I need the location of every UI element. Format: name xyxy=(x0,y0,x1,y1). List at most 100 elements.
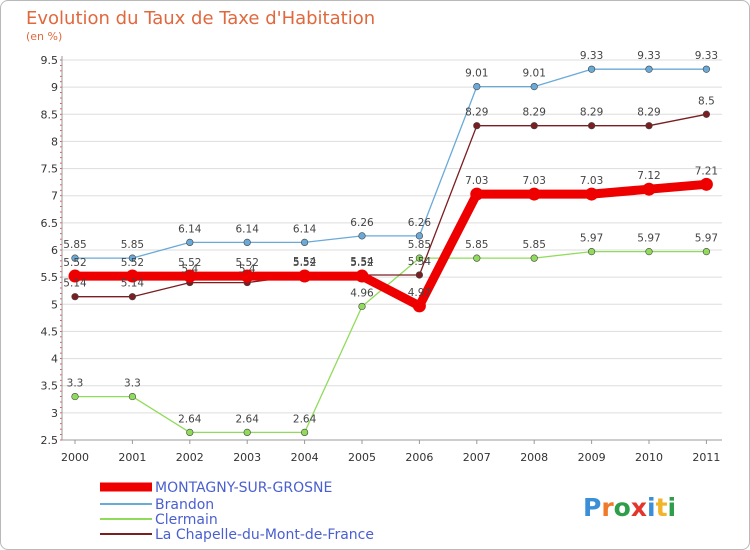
y-tick-label: 7 xyxy=(51,190,58,203)
chart-title: Evolution du Taux de Taxe d'Habitation xyxy=(26,8,375,29)
data-label: 5.54 xyxy=(293,256,317,268)
data-label: 5.97 xyxy=(580,233,603,245)
data-point xyxy=(415,254,424,262)
x-tick-label: 2010 xyxy=(635,451,663,464)
x-tick-label: 2000 xyxy=(61,451,89,464)
data-label: 8.5 xyxy=(698,95,715,107)
series-points xyxy=(68,65,713,437)
data-point xyxy=(243,238,251,246)
data-label: 5.14 xyxy=(63,278,87,290)
data-label: 5.85 xyxy=(121,239,144,251)
x-tick-label: 2001 xyxy=(118,451,146,464)
data-label: 7.21 xyxy=(695,165,718,177)
data-label: 2.64 xyxy=(236,413,260,425)
data-label: 4.96 xyxy=(350,287,374,299)
data-label: 5.52 xyxy=(178,257,201,269)
legend-label: MONTAGNY-SUR-GROSNE xyxy=(155,480,332,496)
data-label: 3.3 xyxy=(67,378,84,390)
logo-text: Proxiti xyxy=(583,493,676,522)
data-label: 4.97 xyxy=(408,287,431,299)
data-label: 5.52 xyxy=(63,257,86,269)
data-point xyxy=(530,254,538,262)
data-point xyxy=(645,248,653,256)
grid-lines xyxy=(62,59,722,414)
data-point xyxy=(358,302,366,311)
data-point xyxy=(702,248,711,256)
x-tick-label: 2002 xyxy=(176,451,204,464)
data-point xyxy=(301,428,309,437)
data-label: 5.97 xyxy=(637,233,660,245)
data-label: 8.29 xyxy=(523,107,546,119)
data-labels: 5.85 5.85 6.14 6.14 6.14 6.26 6.26 9.01 9.01 9.33… xyxy=(63,50,718,425)
y-tick-label: 4 xyxy=(51,353,58,366)
data-point xyxy=(527,187,541,201)
x-tick-label: 2006 xyxy=(405,451,433,464)
y-tick-label: 4.5 xyxy=(41,325,59,338)
chart-subtitle: (en %) xyxy=(26,30,62,43)
x-tick-label: 2007 xyxy=(463,451,491,464)
legend-label: Brandon xyxy=(155,497,214,513)
data-label: 5.14 xyxy=(121,278,145,290)
data-label: 2.64 xyxy=(178,413,202,425)
x-tick-labels: 2000 2001 2002 2003 2004 2005 2006 2007 2008 2009… xyxy=(61,451,720,464)
data-point xyxy=(642,182,656,196)
data-label: 5.52 xyxy=(236,257,259,269)
data-label: 8.29 xyxy=(465,107,488,119)
data-point xyxy=(186,238,194,246)
x-tick-label: 2005 xyxy=(348,451,376,464)
data-point xyxy=(415,271,424,279)
y-tick-label: 8 xyxy=(51,135,58,148)
data-point xyxy=(125,269,139,283)
data-label: 6.14 xyxy=(293,223,317,235)
data-point xyxy=(530,122,538,130)
data-label: 6.14 xyxy=(178,223,202,235)
data-point xyxy=(128,392,136,401)
data-point xyxy=(587,65,596,73)
data-label: 5.97 xyxy=(695,233,718,245)
data-label: 5.52 xyxy=(293,257,316,269)
y-tick-label: 3.5 xyxy=(41,380,59,393)
data-label: 5.52 xyxy=(121,257,144,269)
series-line xyxy=(74,250,708,434)
y-tick-label: 8.5 xyxy=(41,108,59,121)
y-tick-label: 9.5 xyxy=(41,54,59,67)
data-point xyxy=(702,65,711,73)
data-label: 7.03 xyxy=(580,175,603,187)
y-tick-label: 5 xyxy=(51,298,58,311)
series-line xyxy=(74,68,708,259)
y-tick-label: 6 xyxy=(51,244,58,257)
legend-label: La Chapelle-du-Mont-de-France xyxy=(155,527,374,543)
y-tick-label: 7.5 xyxy=(41,163,59,176)
data-point xyxy=(128,254,136,262)
data-label: 2.64 xyxy=(293,413,317,425)
data-point xyxy=(71,293,79,301)
data-point xyxy=(183,269,197,283)
y-tick-label: 5.5 xyxy=(41,271,59,284)
data-point xyxy=(355,269,369,283)
y-tick-labels: 2.5 3 3.5 4 4.5 5 5.5 6 6.5 7 7.5 8 8.5 9 9.5 xyxy=(41,54,59,447)
data-point xyxy=(301,238,309,246)
data-point xyxy=(240,269,254,283)
data-point xyxy=(68,269,82,283)
data-point xyxy=(645,65,653,73)
legend-label: Clermain xyxy=(155,512,218,528)
series-line xyxy=(70,179,711,311)
data-label: 5.54 xyxy=(408,256,432,268)
data-point xyxy=(128,293,136,301)
data-label: 9.01 xyxy=(523,68,546,80)
data-label: 5.85 xyxy=(408,239,431,251)
data-label: 5.4 xyxy=(239,264,256,276)
data-label: 8.29 xyxy=(637,107,660,119)
data-point xyxy=(699,177,713,191)
data-point xyxy=(587,122,596,130)
x-tick-label: 2008 xyxy=(520,451,548,464)
data-point xyxy=(585,187,599,201)
data-point xyxy=(645,122,653,130)
data-label: 5.54 xyxy=(350,256,374,268)
data-label: 5.85 xyxy=(465,239,488,251)
data-label: 9.33 xyxy=(637,50,660,62)
x-tick-label: 2003 xyxy=(233,451,261,464)
data-point xyxy=(71,392,79,401)
data-point xyxy=(473,82,481,91)
